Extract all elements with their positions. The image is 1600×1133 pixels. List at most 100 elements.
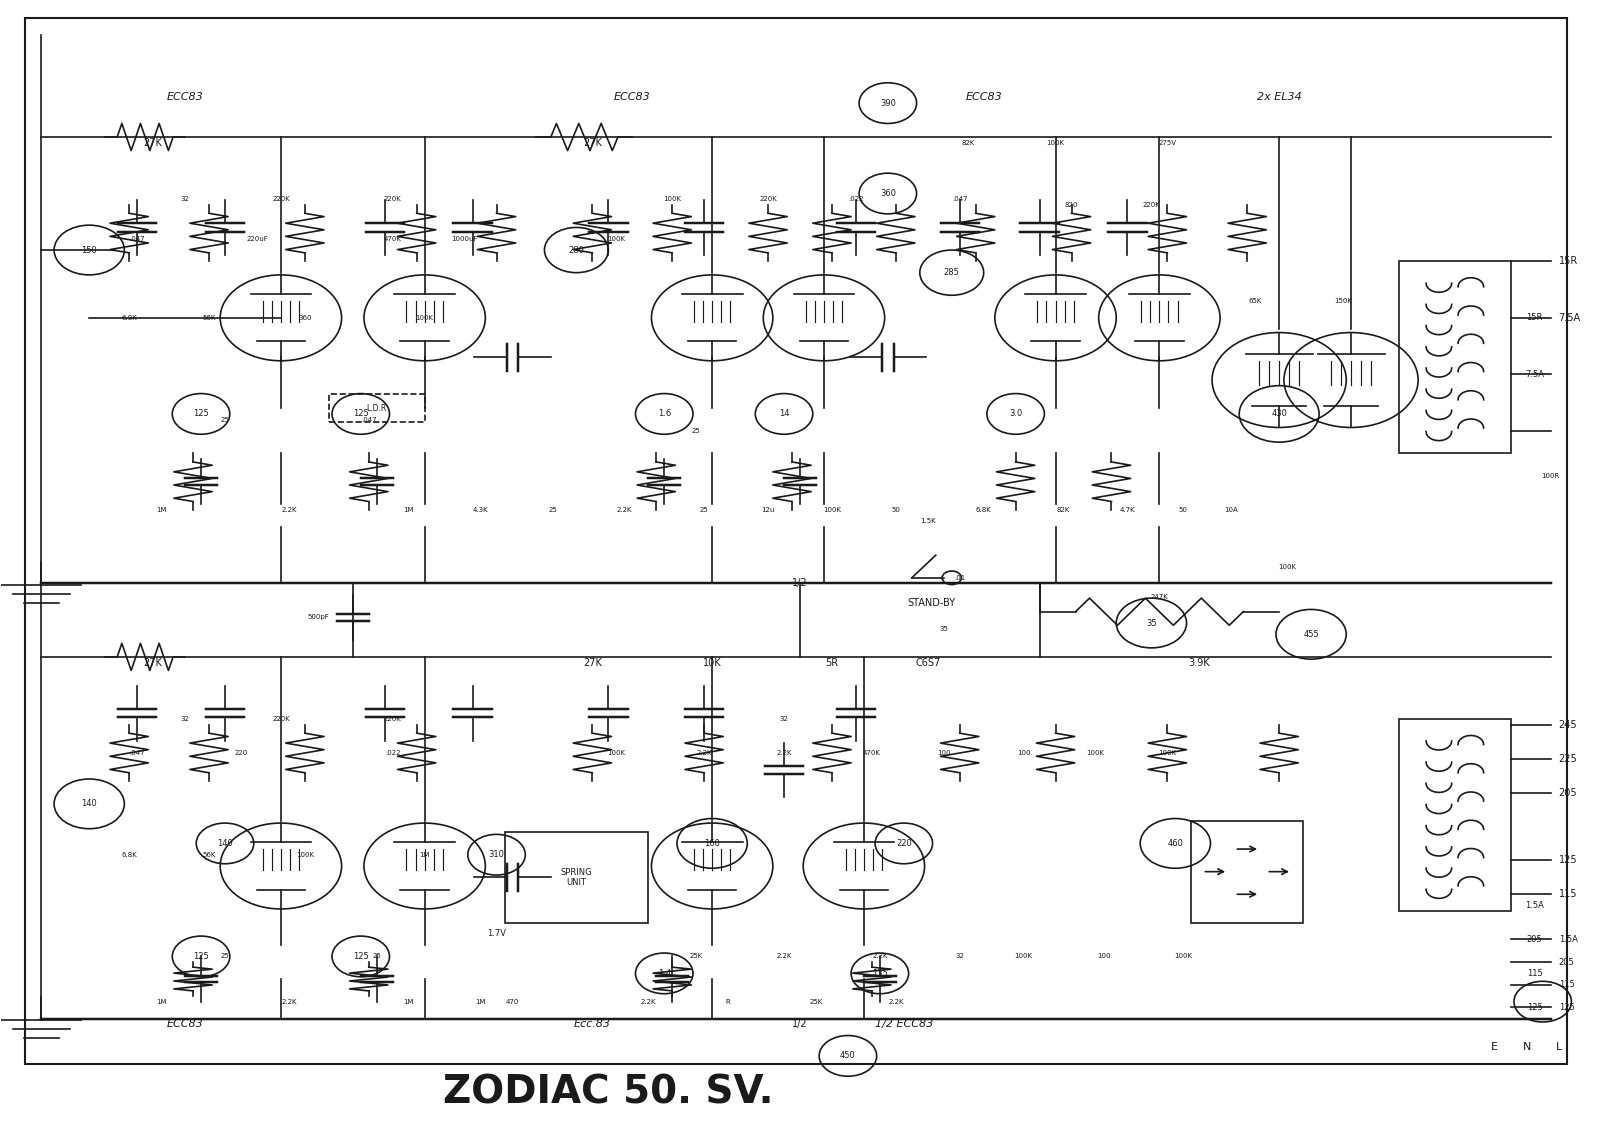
Text: 2.2K: 2.2K [776, 750, 792, 756]
Text: 100K: 100K [1014, 954, 1032, 960]
Text: 1M: 1M [403, 506, 414, 513]
Text: 27K: 27K [582, 138, 602, 147]
Text: 115: 115 [1558, 889, 1578, 900]
Text: 1.6: 1.6 [658, 409, 670, 418]
Bar [330, 393, 424, 421]
Text: 25K: 25K [690, 954, 702, 960]
Text: R: R [726, 998, 731, 1005]
Text: STAND-BY: STAND-BY [907, 598, 955, 608]
Bar [1192, 820, 1302, 922]
Text: 100K: 100K [608, 236, 626, 241]
Text: 820: 820 [1066, 202, 1078, 207]
Text: 65K: 65K [1248, 298, 1262, 304]
Text: 245: 245 [1558, 719, 1578, 730]
Text: 1.4: 1.4 [658, 969, 670, 978]
Text: 220: 220 [896, 838, 912, 847]
Text: Ecc.83: Ecc.83 [574, 1020, 611, 1029]
Text: 220K: 220K [384, 716, 402, 722]
Text: 220K: 220K [1142, 202, 1160, 207]
Text: 1.7V: 1.7V [486, 929, 506, 938]
Text: 5R: 5R [826, 657, 838, 667]
Text: 35: 35 [939, 625, 949, 632]
Text: 15R: 15R [1558, 256, 1578, 266]
Text: 125: 125 [1558, 855, 1578, 866]
Text: 220K: 220K [758, 196, 778, 202]
Text: 100K: 100K [1278, 563, 1296, 570]
Text: 1.5A: 1.5A [1525, 901, 1544, 910]
Text: 500pF: 500pF [307, 614, 330, 621]
Text: 50: 50 [1179, 506, 1187, 513]
Text: 32: 32 [181, 716, 189, 722]
Text: 35: 35 [1146, 619, 1157, 628]
Text: SPRING
UNIT: SPRING UNIT [560, 868, 592, 887]
Text: 460: 460 [1168, 838, 1184, 847]
Text: 205: 205 [1558, 957, 1574, 966]
Text: 1M: 1M [155, 998, 166, 1005]
Text: 25K: 25K [810, 998, 822, 1005]
Text: 2.2K: 2.2K [640, 998, 656, 1005]
Text: 310: 310 [488, 850, 504, 859]
Text: 100K: 100K [296, 852, 314, 858]
Text: 430: 430 [1272, 409, 1286, 418]
Text: 6.8K: 6.8K [122, 852, 138, 858]
Text: ECC83: ECC83 [965, 93, 1002, 102]
Text: 25: 25 [691, 428, 701, 434]
Text: 280: 280 [568, 246, 584, 255]
Text: 12u: 12u [762, 506, 774, 513]
Text: ZODIAC 50. SV.: ZODIAC 50. SV. [443, 1073, 773, 1111]
Bar [1398, 262, 1510, 453]
Text: 6.8K: 6.8K [122, 315, 138, 321]
Text: 360: 360 [298, 315, 312, 321]
Text: 1/2 ECC83: 1/2 ECC83 [875, 1020, 933, 1029]
Bar [1398, 719, 1510, 911]
Text: 247K: 247K [1150, 595, 1168, 600]
Text: 82K: 82K [1058, 506, 1070, 513]
Text: 140: 140 [218, 838, 234, 847]
Text: 100K: 100K [1046, 139, 1064, 146]
Text: 1.5K: 1.5K [920, 518, 936, 525]
Text: 100: 100 [1018, 750, 1030, 756]
Text: 140: 140 [82, 800, 98, 808]
Text: 10K: 10K [702, 657, 722, 667]
Text: 125: 125 [194, 952, 210, 961]
Text: ECC83: ECC83 [166, 93, 203, 102]
Text: .047: .047 [130, 236, 146, 241]
Text: 125: 125 [354, 409, 368, 418]
Text: 100K: 100K [822, 506, 842, 513]
Text: 7.5A: 7.5A [1525, 369, 1544, 378]
Text: 32: 32 [181, 196, 189, 202]
Text: 27K: 27K [582, 657, 602, 667]
Text: 150: 150 [82, 246, 98, 255]
Text: 2.2K: 2.2K [616, 506, 632, 513]
Text: ECC83: ECC83 [166, 1020, 203, 1029]
Text: 1/2: 1/2 [792, 579, 808, 588]
Text: 82K: 82K [962, 139, 974, 146]
Text: 1.5A: 1.5A [1558, 935, 1578, 944]
Text: 2.2K: 2.2K [872, 954, 888, 960]
Text: 125: 125 [354, 952, 368, 961]
Text: 390: 390 [880, 99, 896, 108]
Text: 1M: 1M [403, 998, 414, 1005]
Text: 220K: 220K [384, 196, 402, 202]
Text: 100: 100 [1096, 954, 1110, 960]
Text: 100K: 100K [608, 750, 626, 756]
Text: 25: 25 [221, 954, 229, 960]
Text: 205: 205 [1558, 787, 1578, 798]
Text: 125: 125 [1558, 1003, 1574, 1012]
FancyBboxPatch shape [504, 832, 648, 922]
Text: .047: .047 [130, 750, 146, 756]
Text: 100K: 100K [664, 196, 682, 202]
Text: 27K: 27K [144, 138, 163, 147]
Text: 1/2: 1/2 [792, 1020, 808, 1029]
Text: 1M: 1M [475, 998, 486, 1005]
Text: 450: 450 [840, 1051, 856, 1060]
Text: 32: 32 [955, 954, 965, 960]
Text: 225: 225 [1558, 753, 1578, 764]
Text: 220K: 220K [272, 196, 290, 202]
Text: 285: 285 [944, 269, 960, 278]
Text: 56K: 56K [202, 852, 216, 858]
Text: 100: 100 [938, 750, 950, 756]
Text: 2.2K: 2.2K [776, 954, 792, 960]
Text: 4.3K: 4.3K [472, 506, 488, 513]
Text: 2x EL34: 2x EL34 [1256, 93, 1301, 102]
